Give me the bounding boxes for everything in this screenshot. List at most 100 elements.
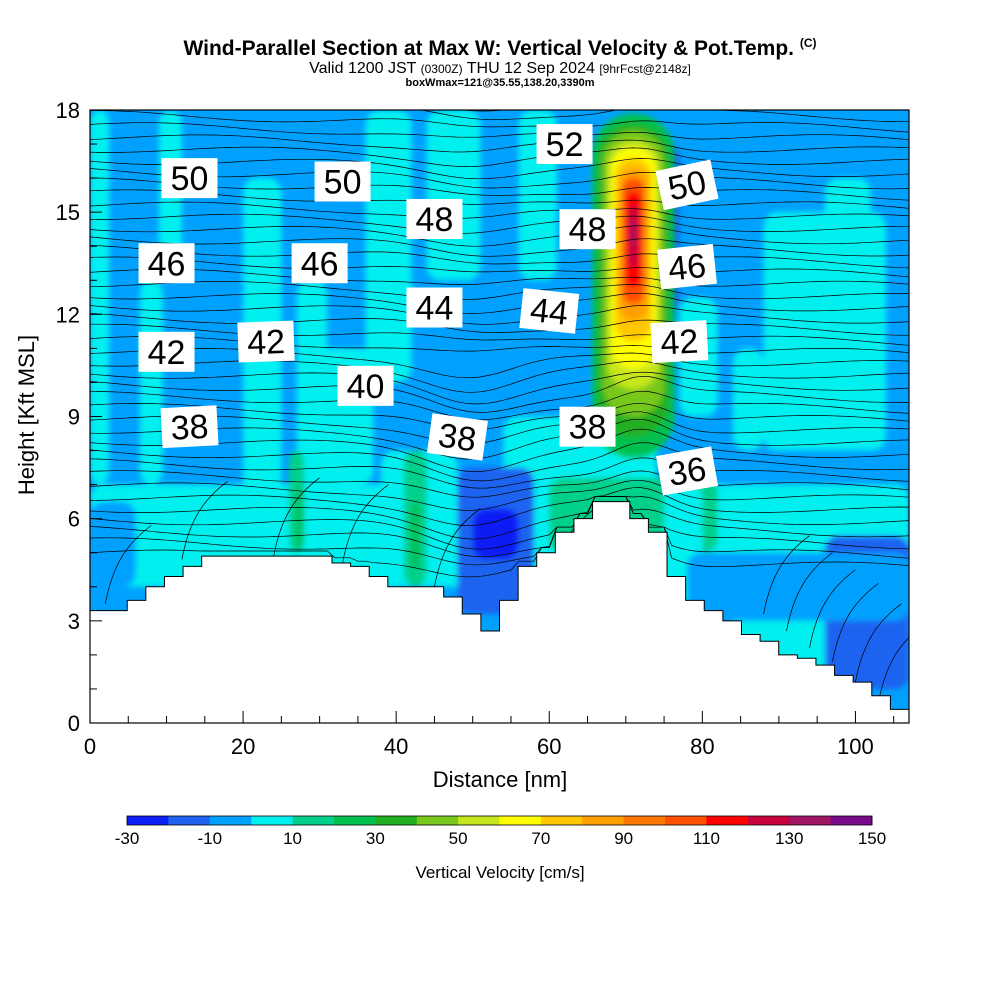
- contour-label-text: 42: [660, 323, 700, 363]
- x-tick-label: 20: [231, 734, 255, 759]
- contour-label: 40: [337, 365, 394, 406]
- field-cell: [296, 484, 303, 553]
- chart-title: Wind-Parallel Section at Max W: Vertical…: [183, 36, 817, 60]
- field-cell: [687, 552, 909, 621]
- contour-label-text: 36: [665, 450, 709, 494]
- contour-label: 46: [291, 243, 348, 284]
- colorbar-swatch: [747, 816, 790, 825]
- isentrope: [90, 457, 909, 489]
- contour-label: 42: [650, 320, 709, 364]
- colorbar-swatch: [623, 816, 666, 825]
- contour-label: 46: [657, 243, 717, 290]
- isentrope: [832, 583, 879, 662]
- isentrope: [90, 411, 909, 445]
- isentrope: [90, 496, 909, 566]
- isentrope: [90, 390, 909, 421]
- y-tick-label: 9: [68, 405, 80, 430]
- contour-label: 42: [237, 320, 295, 363]
- isentrope: [90, 43, 909, 64]
- colorbar-tick-label: 30: [366, 829, 385, 848]
- isentrope: [90, 336, 909, 354]
- isentrope: [786, 552, 833, 632]
- isentrope: [434, 508, 481, 587]
- isentrope: [90, 134, 909, 153]
- isentrope: [90, 442, 909, 482]
- contour-label: 48: [559, 209, 616, 250]
- contour-label: 52: [536, 124, 593, 165]
- contour-label: 38: [559, 406, 616, 447]
- colorbar-tick-label: 90: [614, 829, 633, 848]
- isentrope: [90, 122, 909, 141]
- isentrope: [181, 480, 228, 560]
- contour-label: 48: [406, 198, 463, 239]
- field-cell: [411, 501, 420, 570]
- isentrope: [90, 496, 909, 550]
- isentrope: [90, 428, 909, 472]
- x-tick-label: 60: [537, 734, 561, 759]
- contour-label-text: 38: [569, 409, 607, 447]
- isentrope: [223, 110, 909, 123]
- isentrope: [90, 236, 909, 257]
- isentrope: [90, 110, 909, 133]
- colorbar-frame: [126, 815, 873, 826]
- contour-label-box: [291, 243, 348, 284]
- isentrope: [90, 487, 909, 526]
- terrain: [89, 501, 910, 724]
- y-axis-title: Height [Kft MSL]: [14, 334, 39, 496]
- field-cell: [824, 178, 871, 383]
- contour-label-text: 46: [666, 247, 708, 289]
- field-cell: [472, 508, 519, 560]
- isentrope: [809, 569, 856, 649]
- colorbar-swatch: [251, 816, 294, 825]
- isentrope: [90, 268, 909, 287]
- colorbar-swatch: [168, 816, 211, 825]
- contour-label-box: [657, 243, 717, 290]
- contour-label-box: [650, 320, 709, 364]
- chart-subtitle: Valid 1200 JST (0300Z) THU 12 Sep 2024 […: [309, 60, 691, 77]
- contour-label: 50: [314, 161, 371, 202]
- contour-label: 42: [138, 331, 195, 372]
- contour-label-box: [559, 209, 616, 250]
- colorbar-swatch: [416, 816, 459, 825]
- contour-label-box: [337, 365, 394, 406]
- colorbar: -30 -10 10 30 50 70 90 110 130 150: [115, 815, 886, 848]
- isentrope: [90, 348, 909, 379]
- colorbar-swatch: [540, 816, 583, 825]
- x-tick-label: 100: [837, 734, 874, 759]
- contour-label-box: [536, 124, 593, 165]
- isentrope: [90, 213, 909, 234]
- colorbar-swatch: [706, 816, 749, 825]
- colorbar-tick-label: 70: [531, 829, 550, 848]
- updraft-column: [592, 113, 675, 458]
- chart-subtitle-box: boxWmax=121@35.55,138.20,3390m: [405, 77, 595, 89]
- isentrope: [90, 371, 909, 405]
- isentrope: [90, 245, 909, 269]
- colorbar-swatch: [209, 816, 252, 825]
- isentrope: [90, 470, 909, 498]
- contour-label-box: [655, 159, 719, 211]
- x-tick-label: 80: [690, 734, 714, 759]
- x-tick-label: 0: [84, 734, 96, 759]
- contour-label-box: [655, 446, 719, 496]
- colorbar-tick-label: -30: [115, 829, 140, 848]
- isentrope: [90, 292, 909, 314]
- isentrope: [90, 168, 909, 190]
- contour-label-text: 44: [416, 290, 454, 328]
- contour-label: 44: [406, 287, 463, 328]
- isentrope: [90, 177, 909, 201]
- contour-label: 50: [161, 158, 218, 199]
- y-tick-label: 18: [56, 98, 80, 123]
- isentrope: [90, 189, 909, 209]
- isentrope: [104, 525, 152, 604]
- potential-temperature-contours: [90, 43, 909, 703]
- isentrope: [90, 402, 909, 431]
- isentrope: [90, 479, 909, 511]
- contour-label-text: 50: [171, 160, 209, 198]
- contour-label: 36: [655, 446, 719, 496]
- contour-label-text: 50: [324, 164, 362, 202]
- isentrope: [90, 256, 909, 278]
- colorbar-tick-label: 110: [693, 829, 720, 848]
- isentrope: [90, 80, 909, 100]
- colorbar-swatch: [127, 816, 169, 825]
